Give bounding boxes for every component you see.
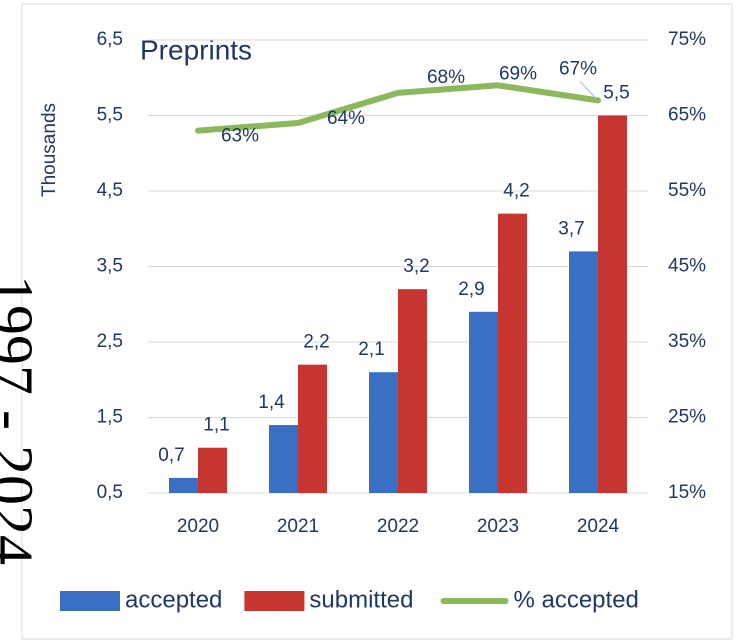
data-label: 63% — [221, 126, 259, 147]
chart-title: Preprints — [140, 34, 252, 65]
y-tick-label: 1,5 — [97, 407, 123, 428]
y-tick-label: 3,5 — [97, 256, 123, 277]
y2-tick-label: 75% — [668, 29, 706, 50]
data-label: 4,2 — [503, 181, 529, 202]
x-tick-label: 2024 — [577, 516, 620, 537]
data-label: 1,1 — [203, 415, 229, 436]
legend-swatch — [60, 591, 120, 611]
chart-border — [21, 3, 733, 640]
x-tick-label: 2021 — [277, 516, 319, 537]
legend-label: % accepted — [513, 586, 638, 613]
legend-label: accepted — [125, 586, 222, 613]
bar — [469, 311, 498, 493]
y2-tick-label: 15% — [668, 482, 706, 503]
data-label: 2,2 — [303, 332, 329, 353]
bar — [169, 477, 198, 493]
data-label: 67% — [559, 58, 597, 79]
data-label: 2,1 — [358, 339, 384, 360]
y2-tick-label: 35% — [668, 331, 706, 352]
y-tick-label: 0,5 — [97, 482, 123, 503]
bar — [198, 447, 227, 493]
data-label: 0,7 — [158, 445, 184, 466]
y2-tick-label: 25% — [668, 407, 706, 428]
bar — [598, 115, 627, 493]
y-tick-label: 2,5 — [97, 331, 123, 352]
data-label: 3,2 — [403, 256, 429, 277]
data-label: 64% — [327, 108, 365, 129]
bar — [569, 251, 598, 493]
bar — [398, 289, 427, 493]
data-label: 68% — [427, 67, 465, 88]
bar — [369, 372, 398, 493]
y-tick-label: 5,5 — [97, 105, 123, 126]
bar — [498, 213, 527, 493]
bar — [269, 425, 298, 493]
annotation: 1997 - 2024 — [0, 275, 45, 565]
y2-tick-label: 45% — [668, 256, 706, 277]
y-tick-label: 6,5 — [97, 29, 123, 50]
data-label: 5,5 — [603, 83, 629, 104]
bar — [298, 364, 327, 493]
legend-swatch — [244, 591, 305, 611]
x-tick-label: 2022 — [377, 516, 419, 537]
line — [195, 82, 601, 134]
y2-tick-label: 55% — [668, 180, 706, 201]
y2-tick-label: 65% — [668, 105, 706, 126]
x-tick-label: 2023 — [477, 516, 519, 537]
data-label: 69% — [499, 63, 537, 84]
y-tick-label: 4,5 — [97, 180, 123, 201]
data-label: 1,4 — [258, 392, 285, 413]
leader-line — [579, 81, 597, 99]
data-label: 3,7 — [558, 218, 584, 239]
legend-label: submitted — [309, 586, 413, 613]
y-axis-label: Thousands — [39, 103, 60, 197]
data-label: 2,9 — [458, 279, 484, 300]
x-tick-label: 2020 — [177, 516, 219, 537]
